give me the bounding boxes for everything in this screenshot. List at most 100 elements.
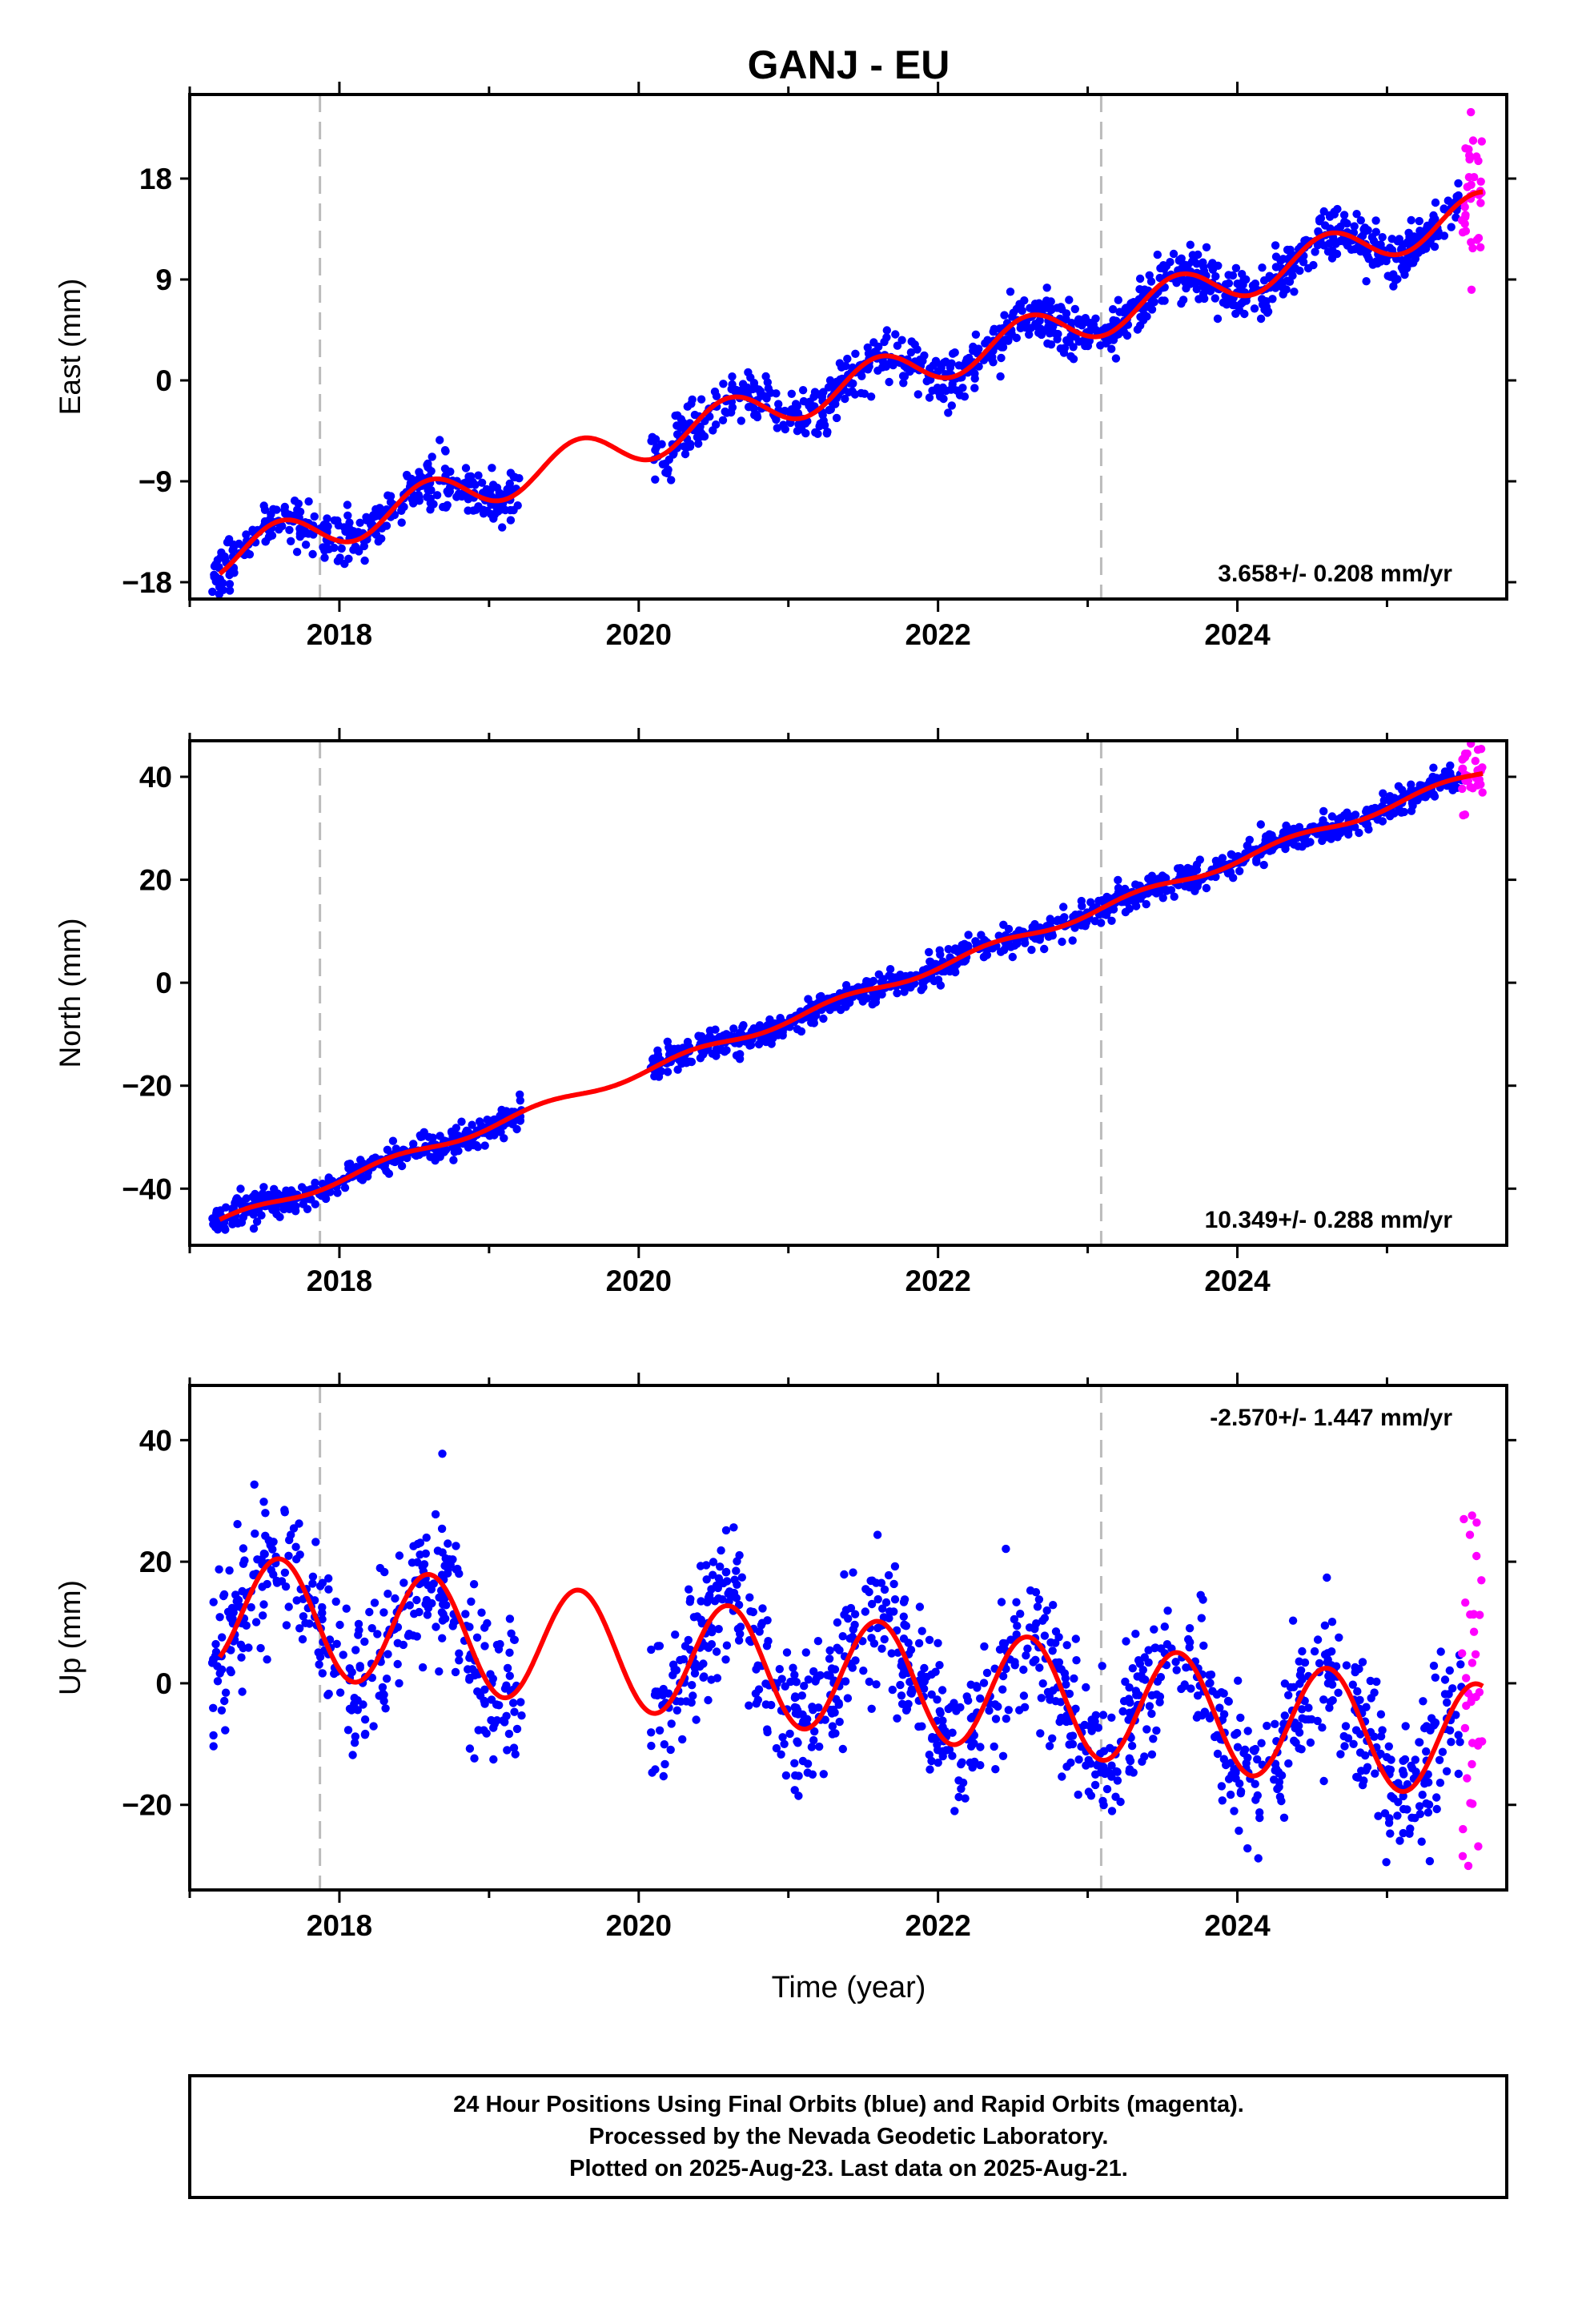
data-point bbox=[1098, 1711, 1108, 1719]
data-point bbox=[1426, 236, 1435, 246]
data-point bbox=[1071, 1634, 1081, 1643]
data-point bbox=[885, 377, 893, 387]
data-point bbox=[259, 1611, 267, 1620]
data-point bbox=[479, 509, 488, 518]
data-point bbox=[207, 1659, 217, 1667]
data-point bbox=[1279, 828, 1288, 837]
data-point bbox=[345, 518, 354, 527]
data-point bbox=[825, 1671, 834, 1680]
data-point bbox=[872, 1680, 881, 1689]
data-point bbox=[673, 1706, 681, 1715]
data-point bbox=[489, 1755, 498, 1764]
data-point bbox=[970, 374, 979, 383]
data-point bbox=[1042, 283, 1051, 292]
data-point bbox=[926, 364, 934, 373]
data-point bbox=[1231, 1731, 1239, 1739]
data-point bbox=[1436, 1647, 1445, 1656]
data-point bbox=[1038, 303, 1046, 312]
data-point bbox=[1223, 1696, 1233, 1706]
data-point bbox=[840, 1610, 849, 1619]
data-point bbox=[1470, 173, 1479, 182]
x-tick-label: 2020 bbox=[606, 1909, 672, 1942]
data-point bbox=[467, 1597, 476, 1606]
data-point bbox=[218, 1633, 227, 1642]
data-point bbox=[711, 1025, 720, 1034]
data-point bbox=[820, 420, 829, 430]
data-point bbox=[1235, 866, 1244, 876]
data-point bbox=[1401, 1722, 1410, 1731]
data-point bbox=[1023, 1644, 1032, 1653]
data-point bbox=[299, 1612, 308, 1621]
data-point bbox=[928, 386, 937, 395]
data-point bbox=[1140, 310, 1149, 320]
data-point bbox=[1319, 207, 1328, 216]
data-point bbox=[503, 1746, 512, 1755]
data-point bbox=[415, 1607, 424, 1617]
data-point bbox=[449, 1156, 458, 1164]
data-point bbox=[301, 541, 311, 549]
data-point bbox=[227, 1667, 235, 1677]
data-point bbox=[1347, 245, 1356, 254]
data-point bbox=[890, 1562, 900, 1571]
data-point bbox=[219, 585, 227, 594]
data-point bbox=[1476, 199, 1485, 207]
data-point bbox=[469, 1580, 479, 1589]
data-point bbox=[683, 443, 692, 452]
data-point bbox=[897, 336, 906, 344]
data-point bbox=[1240, 309, 1249, 319]
data-point bbox=[1407, 215, 1415, 225]
data-point bbox=[1361, 1766, 1371, 1775]
data-point bbox=[1461, 1598, 1470, 1607]
data-point bbox=[1349, 1739, 1358, 1748]
data-point bbox=[1275, 1783, 1283, 1791]
data-point bbox=[505, 1648, 514, 1657]
data-point bbox=[1358, 1780, 1367, 1790]
data-point bbox=[1304, 1703, 1313, 1712]
data-point bbox=[837, 363, 846, 372]
data-point bbox=[1465, 155, 1474, 164]
data-point bbox=[1251, 1779, 1259, 1788]
data-point bbox=[734, 1600, 744, 1610]
data-point bbox=[1476, 765, 1485, 774]
data-point bbox=[707, 1640, 717, 1649]
data-point bbox=[954, 361, 964, 370]
data-point bbox=[1280, 1711, 1290, 1720]
data-point bbox=[219, 1590, 229, 1599]
data-point bbox=[292, 1596, 301, 1605]
data-point bbox=[790, 1671, 799, 1679]
data-point bbox=[838, 1632, 847, 1641]
data-point bbox=[1333, 204, 1342, 214]
data-point bbox=[1298, 1705, 1307, 1714]
data-point bbox=[208, 587, 217, 597]
data-point bbox=[217, 1706, 227, 1715]
data-point bbox=[1277, 1771, 1287, 1780]
data-point bbox=[689, 1691, 697, 1700]
data-point bbox=[295, 1624, 304, 1633]
data-point bbox=[737, 416, 745, 425]
data-point bbox=[683, 1037, 693, 1047]
data-point bbox=[1113, 1767, 1122, 1776]
data-point bbox=[867, 1599, 877, 1609]
data-point bbox=[1474, 1842, 1483, 1851]
data-point bbox=[1391, 275, 1400, 285]
y-tick-label: −18 bbox=[122, 566, 172, 599]
data-point bbox=[896, 1680, 905, 1690]
data-point bbox=[690, 410, 700, 420]
x-tick-label: 2020 bbox=[606, 1265, 672, 1297]
data-point bbox=[1180, 882, 1190, 891]
data-point bbox=[412, 1632, 421, 1641]
data-point bbox=[480, 1623, 489, 1632]
data-point bbox=[684, 1635, 693, 1645]
data-point bbox=[939, 394, 948, 404]
x-tick-label: 2022 bbox=[905, 1909, 971, 1942]
data-point bbox=[699, 1050, 708, 1059]
data-point bbox=[1078, 902, 1086, 911]
data-point bbox=[790, 1759, 799, 1767]
data-point bbox=[211, 1223, 220, 1232]
data-point bbox=[938, 1747, 947, 1755]
data-point bbox=[681, 449, 690, 459]
data-point bbox=[697, 1597, 705, 1606]
data-point bbox=[1458, 228, 1468, 237]
data-point bbox=[1271, 252, 1281, 261]
data-point bbox=[1038, 1679, 1047, 1688]
